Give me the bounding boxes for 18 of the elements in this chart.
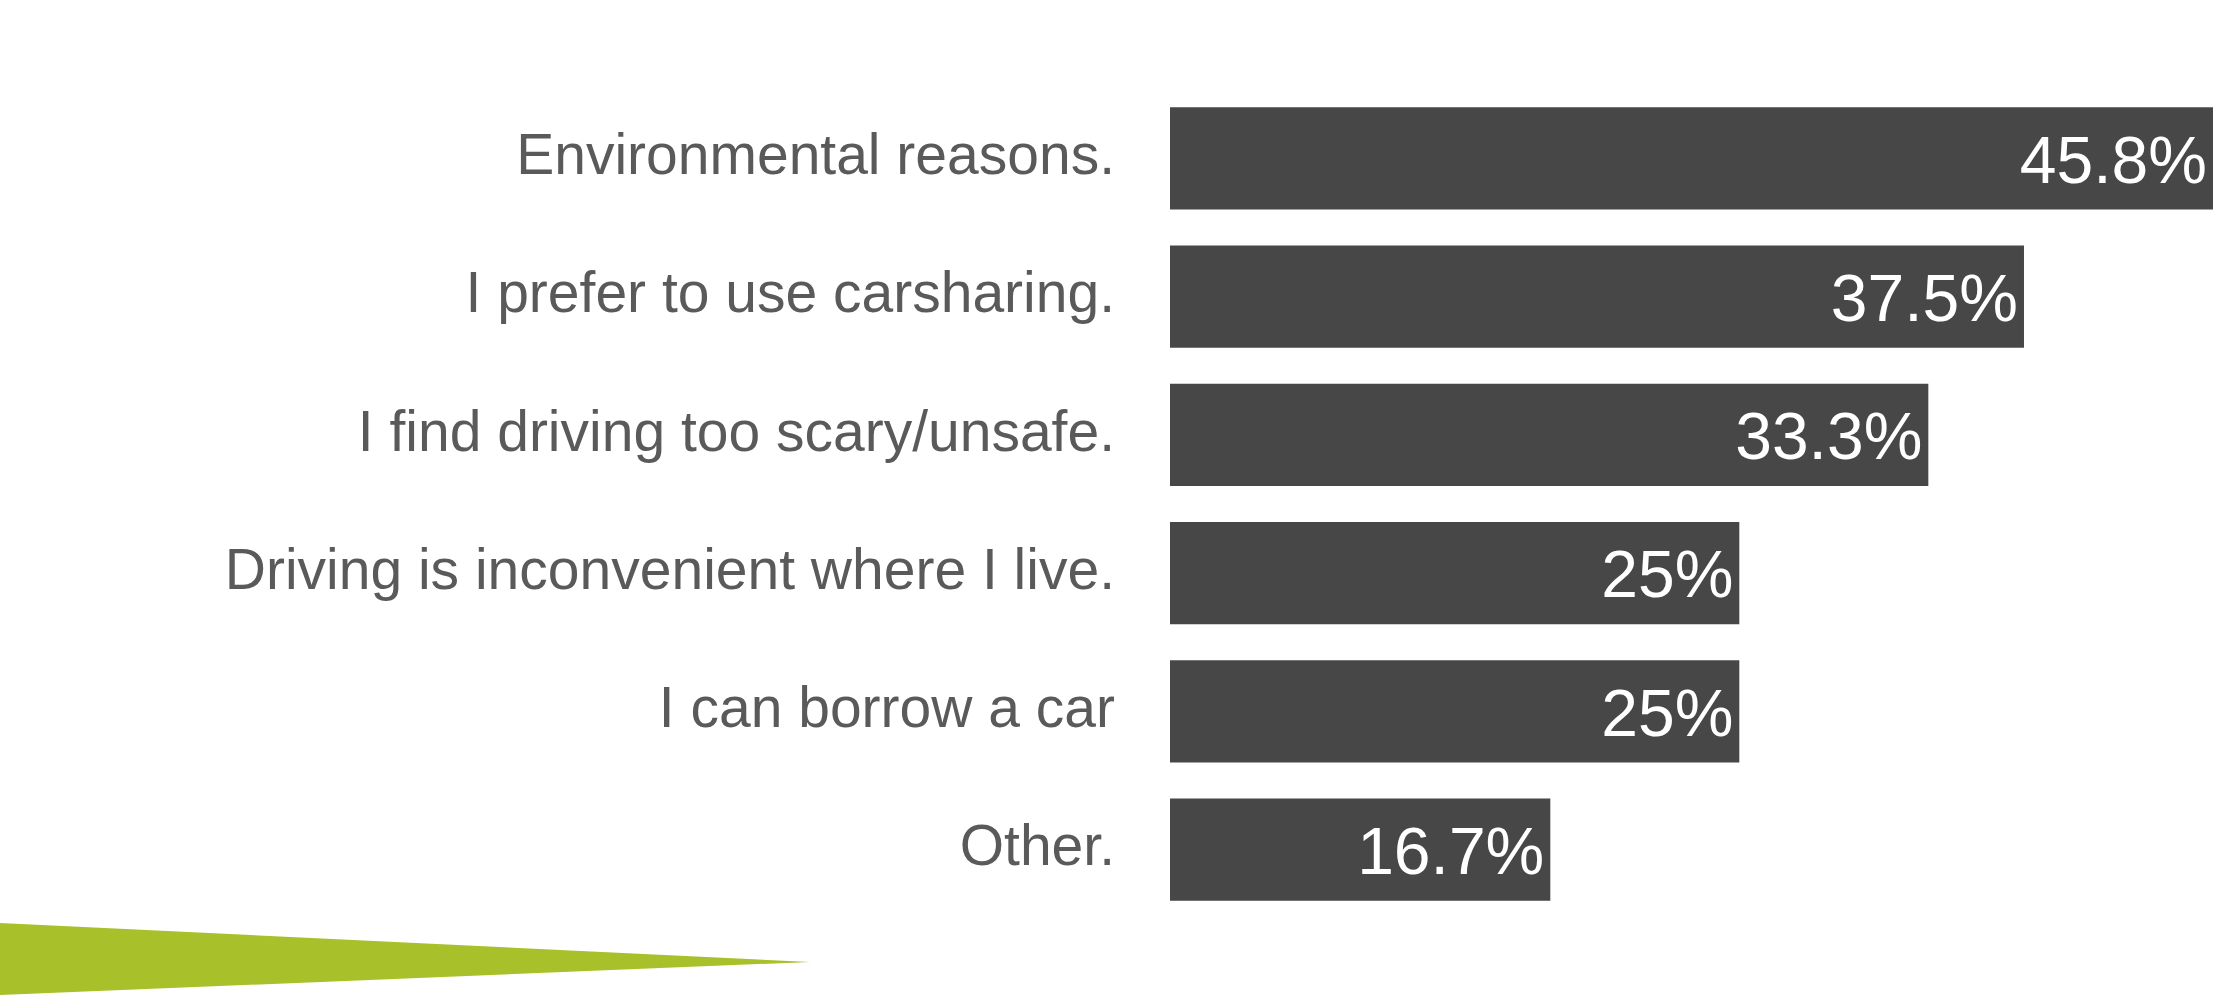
y-tick-label: I can borrow a car — [658, 675, 1116, 740]
y-tick-label: I prefer to use carsharing. — [465, 260, 1115, 325]
bar — [1170, 660, 1740, 763]
y-tick-label: I find driving too scary/unsafe. — [357, 398, 1115, 463]
y-tick-label: Environmental reasons. — [516, 122, 1115, 187]
bar — [1170, 521, 1740, 625]
y-tick-label: Other. — [959, 813, 1115, 878]
data-label: 37.5% — [1830, 260, 2018, 335]
bar — [1170, 798, 1551, 901]
bar — [1170, 383, 1929, 487]
y-tick-label: Driving is inconvenient where I live. — [224, 536, 1115, 601]
data-label: 25% — [1601, 537, 1734, 612]
data-label: 25% — [1601, 675, 1734, 750]
data-label: 45.8% — [2019, 122, 2207, 197]
data-label: 33.3% — [1735, 399, 1923, 474]
data-label: 16.7% — [1357, 813, 1545, 888]
bar — [1170, 245, 2024, 348]
bar — [1170, 107, 2213, 210]
